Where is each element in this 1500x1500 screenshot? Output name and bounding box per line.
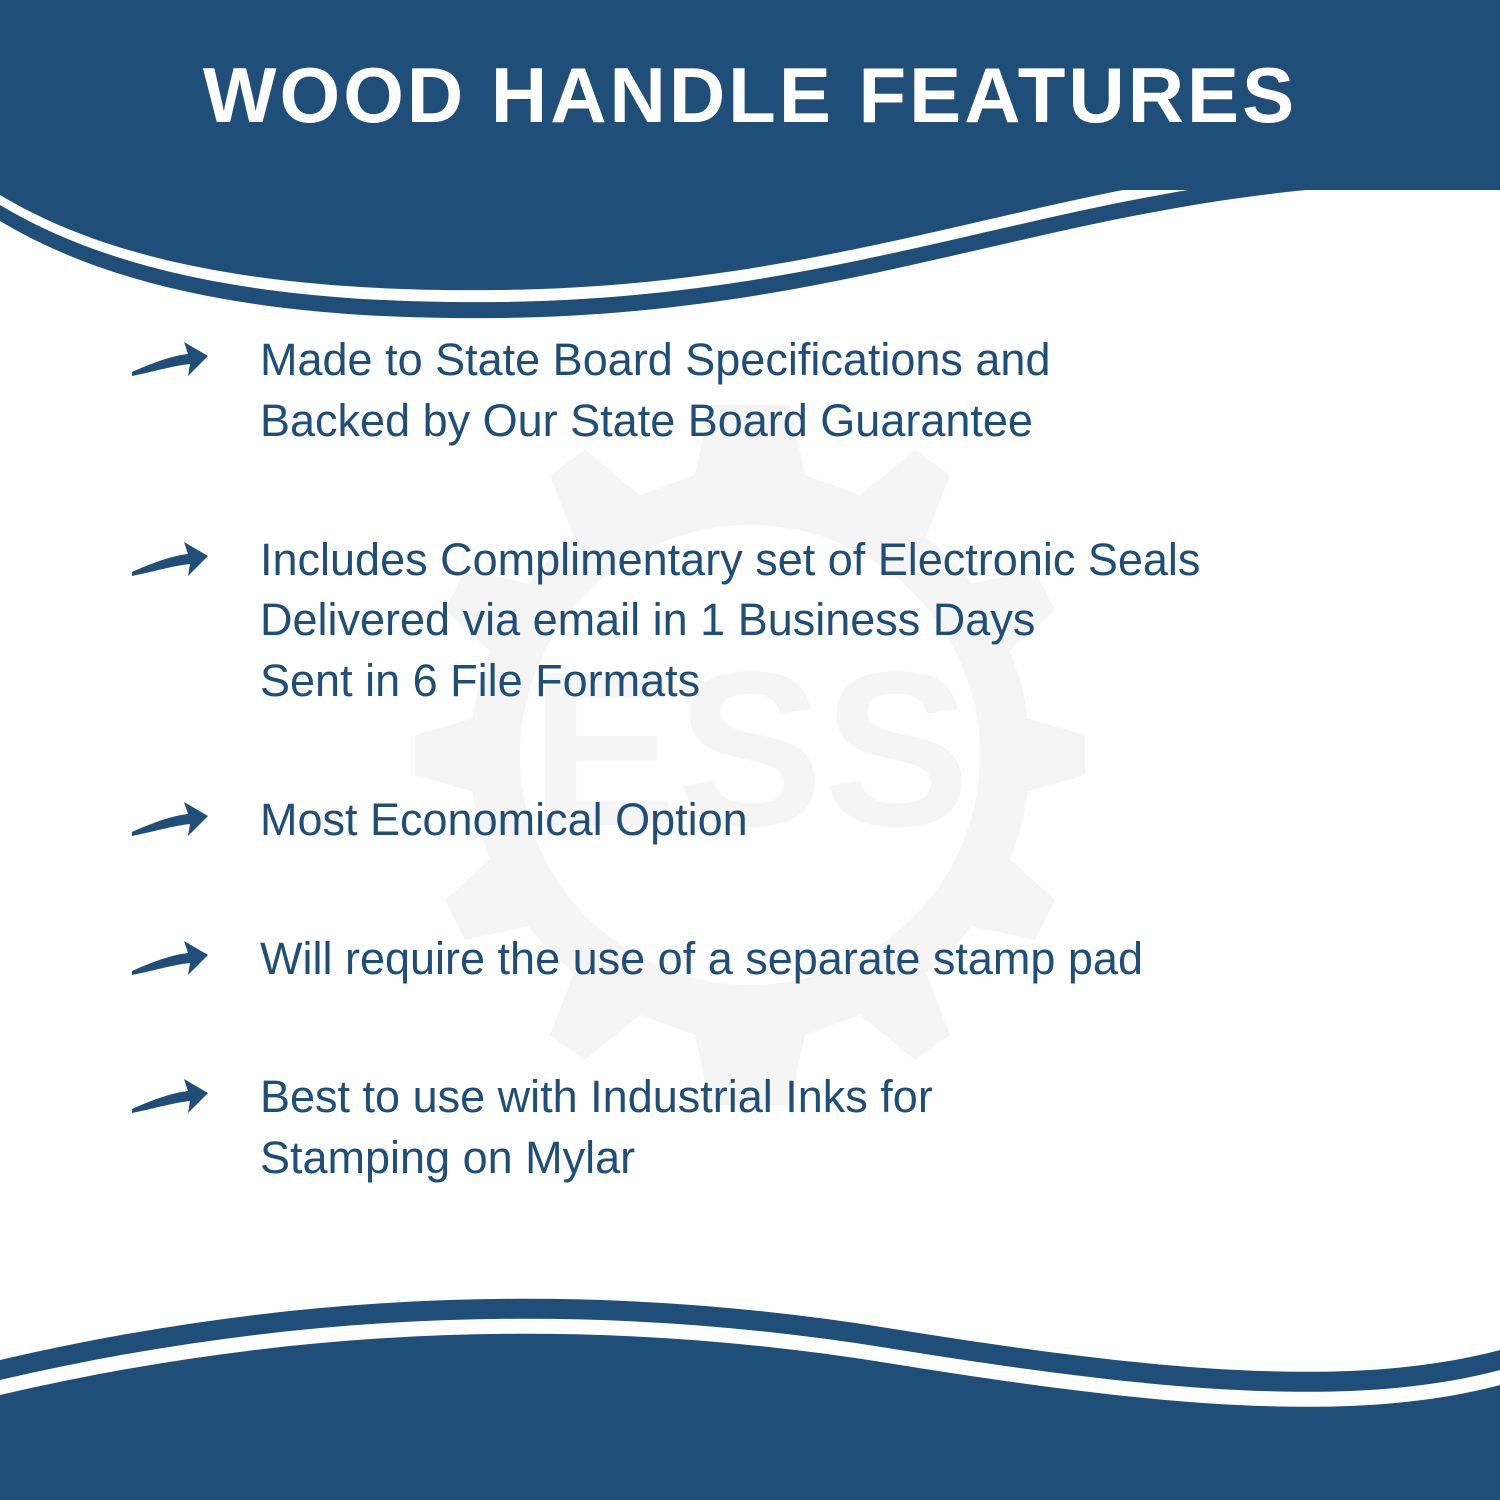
feature-item: Best to use with Industrial Inks for Sta…: [130, 1067, 1440, 1189]
feature-text: Most Economical Option: [260, 790, 748, 851]
wave-divider-bottom: [0, 1250, 1500, 1500]
wave-divider-top: [0, 135, 1500, 335]
page-title: WOOD HANDLE FEATURES: [203, 50, 1297, 141]
arrow-icon: [130, 534, 210, 584]
feature-text: Will require the use of a separate stamp…: [260, 929, 1143, 990]
arrow-icon: [130, 794, 210, 844]
feature-text: Made to State Board Specifications and B…: [260, 330, 1051, 452]
arrow-icon: [130, 933, 210, 983]
feature-item: Includes Complimentary set of Electronic…: [130, 530, 1440, 712]
feature-item: Will require the use of a separate stamp…: [130, 929, 1440, 990]
arrow-icon: [130, 334, 210, 384]
feature-text: Includes Complimentary set of Electronic…: [260, 530, 1200, 712]
arrow-icon: [130, 1071, 210, 1121]
feature-item: Made to State Board Specifications and B…: [130, 330, 1440, 452]
feature-item: Most Economical Option: [130, 790, 1440, 851]
features-list: Made to State Board Specifications and B…: [130, 330, 1440, 1267]
feature-text: Best to use with Industrial Inks for Sta…: [260, 1067, 933, 1189]
